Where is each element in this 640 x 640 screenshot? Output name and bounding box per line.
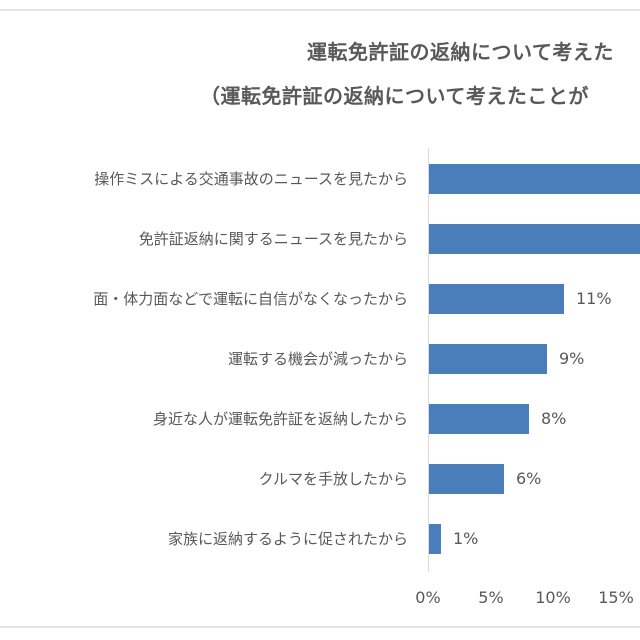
value-label: 9% bbox=[559, 349, 585, 368]
bar bbox=[429, 524, 441, 554]
category-label: 家族に返納するように促されたから bbox=[167, 530, 408, 548]
chart-subtitle: （運転免許証の返納について考えたことが bbox=[200, 84, 589, 108]
value-label: 8% bbox=[541, 409, 567, 428]
category-label: クルマを手放したから bbox=[258, 470, 408, 488]
bar bbox=[429, 224, 640, 254]
category-label: 運転する機会が減ったから bbox=[227, 350, 408, 368]
bar bbox=[429, 344, 547, 374]
x-tick-label: 0% bbox=[415, 588, 441, 607]
category-label: 身近な人が運転免許証を返納したから bbox=[152, 410, 408, 428]
x-tick-label: 10% bbox=[535, 588, 571, 607]
x-tick-label: 5% bbox=[478, 588, 504, 607]
category-label: 面・体力面などで運転に自信がなくなったから bbox=[93, 290, 408, 308]
category-label: 操作ミスによる交通事故のニュースを見たから bbox=[94, 170, 408, 188]
bar bbox=[429, 164, 640, 194]
chart-title: 運転免許証の返納について考えた bbox=[307, 40, 614, 64]
bar bbox=[429, 404, 529, 434]
value-label: 6% bbox=[516, 469, 542, 488]
bar bbox=[429, 464, 504, 494]
chart-frame bbox=[0, 9, 640, 628]
y-axis-line bbox=[428, 148, 429, 572]
value-label: 1% bbox=[453, 529, 479, 548]
value-label: 11% bbox=[576, 289, 612, 308]
x-tick-label: 15% bbox=[598, 588, 634, 607]
category-label: 免許証返納に関するニュースを見たから bbox=[138, 230, 408, 248]
bar bbox=[429, 284, 564, 314]
